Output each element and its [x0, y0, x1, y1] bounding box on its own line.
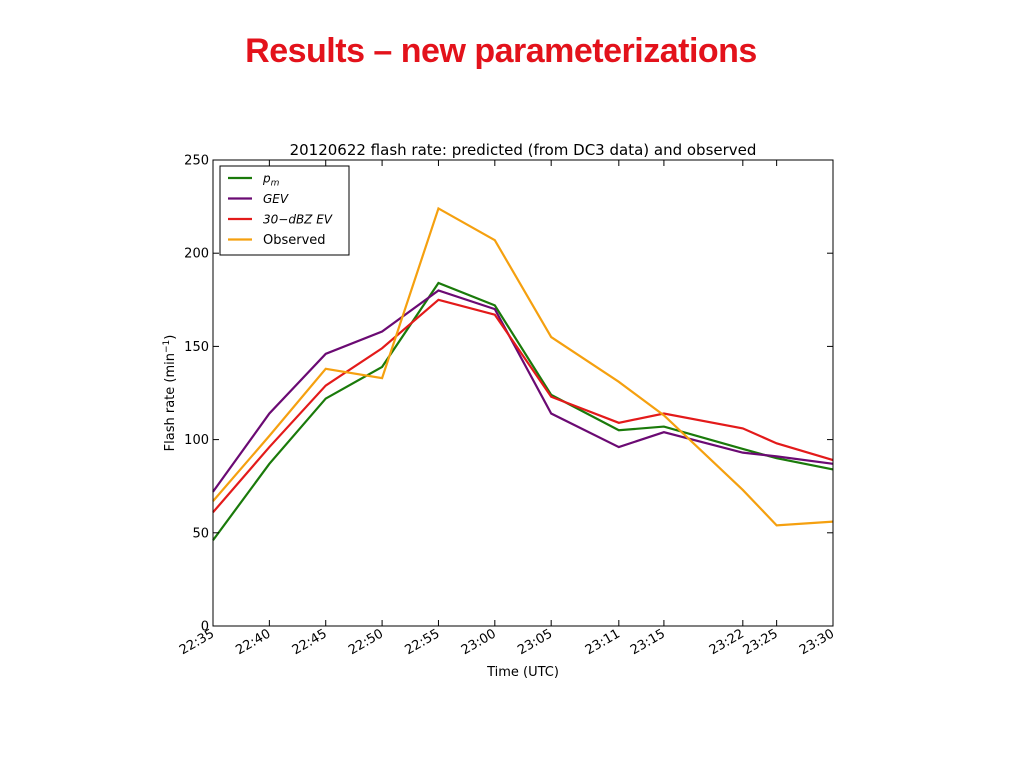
y-axis: 0 50 100 150 200 250 — [184, 154, 833, 635]
series-line-3 — [212, 206, 834, 527]
series-line-2 — [212, 298, 834, 514]
chart-title: 20120622 flash rate: predicted (from DC3… — [290, 141, 757, 159]
legend-label-2: 30−dBZ EV — [263, 213, 333, 227]
x-tick-label-1: 22:40 — [233, 626, 273, 658]
legend-label-1: GEV — [263, 192, 289, 206]
x-tick-label-4: 22:55 — [403, 626, 443, 658]
y-tick-label-4: 200 — [184, 247, 209, 262]
legend-label-3: Observed — [263, 233, 326, 248]
x-tick-label-6: 23:05 — [515, 626, 555, 658]
y-tick-label-3: 150 — [184, 340, 209, 355]
x-tick-label-9: 23:22 — [707, 626, 747, 658]
x-tick-label-0: 22:35 — [177, 626, 217, 658]
x-tick-label-7: 23:11 — [583, 626, 623, 658]
x-tick-label-5: 23:00 — [459, 626, 499, 658]
axes-frame — [212, 159, 834, 627]
y-axis-label: Flash rate (min−1) — [162, 335, 178, 452]
x-tick-label-11: 23:30 — [797, 626, 837, 658]
y-tick-label-0: 0 — [201, 620, 209, 635]
x-tick-label-10: 23:25 — [741, 626, 781, 658]
x-tick-label-3: 22:50 — [346, 626, 386, 658]
series-line-1 — [212, 289, 834, 493]
x-tick-label-2: 22:45 — [290, 626, 330, 658]
y-axis-label-main: Flash rate (min — [163, 353, 178, 451]
x-axis-label: Time (UTC) — [486, 665, 559, 680]
y-tick-label-2: 100 — [184, 433, 209, 448]
slide-title: Results – new parameterizations — [245, 32, 757, 70]
legend-label-subscript-0: m — [271, 179, 280, 189]
plot-area — [212, 206, 834, 541]
x-tick-label-8: 23:15 — [628, 626, 668, 658]
y-axis-label-exponent: −1 — [162, 340, 172, 353]
y-tick-label-1: 50 — [192, 526, 209, 541]
y-tick-label-5: 250 — [184, 154, 209, 169]
series-line-0 — [212, 281, 834, 541]
y-axis-label-close: ) — [163, 335, 178, 340]
